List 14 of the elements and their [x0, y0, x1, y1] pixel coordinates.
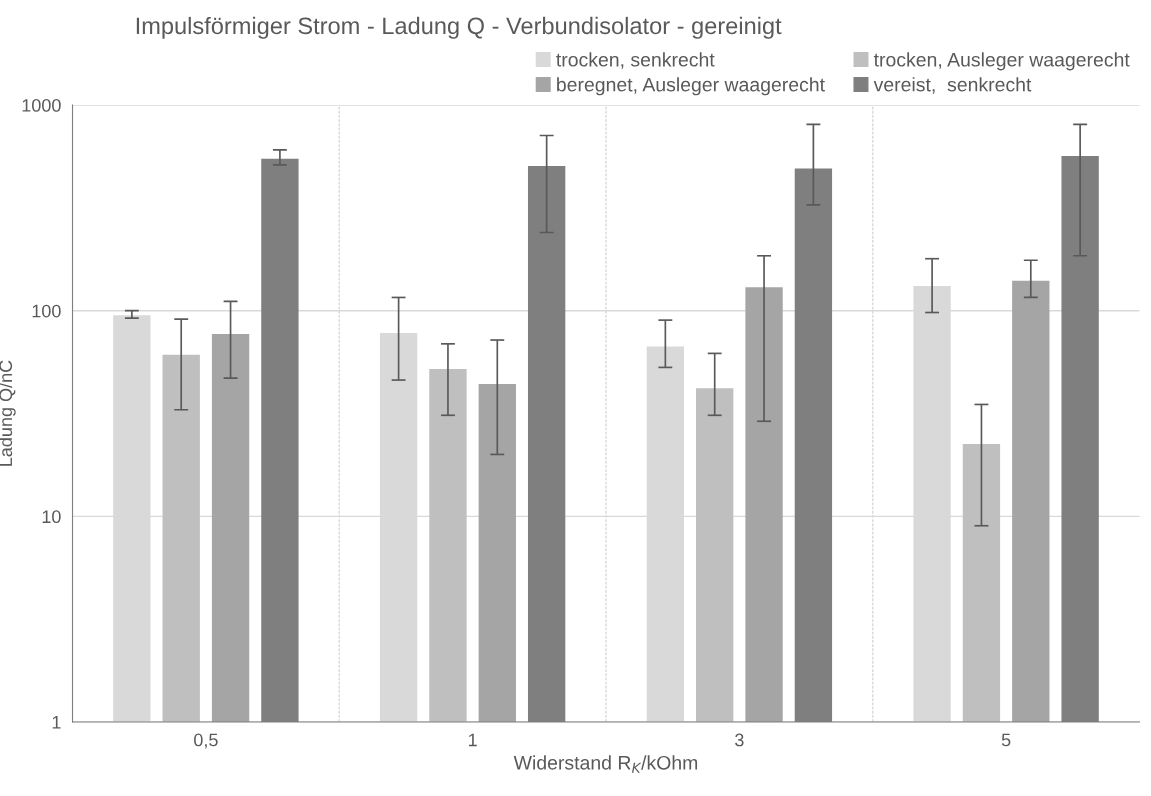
y-tick-label: 1: [52, 716, 61, 729]
chart-title: Impulsförmiger Strom - Ladung Q - Verbundisolator - gereinigt: [136, 16, 782, 39]
x-tick-label: 5: [1001, 733, 1011, 747]
legend-label: beregnet, Ausleger waagerecht: [557, 77, 825, 96]
x-tick-label: 0,5: [194, 733, 218, 749]
y-tick-label: 100: [32, 304, 61, 318]
y-tick-label: 10: [42, 510, 61, 524]
x-tick-label: 1: [468, 733, 477, 747]
legend-label: trocken, senkrecht: [556, 52, 715, 69]
legend-label: trocken, Ausleger waagerecht: [873, 52, 1130, 71]
y-tick-label: 1000: [22, 99, 61, 112]
x-axis-title: Widerstand R$_{K}$/kOhm: [513, 755, 698, 773]
x-tick-label: 3: [735, 733, 744, 747]
legend-label: vereist, senkrecht: [873, 77, 1032, 94]
